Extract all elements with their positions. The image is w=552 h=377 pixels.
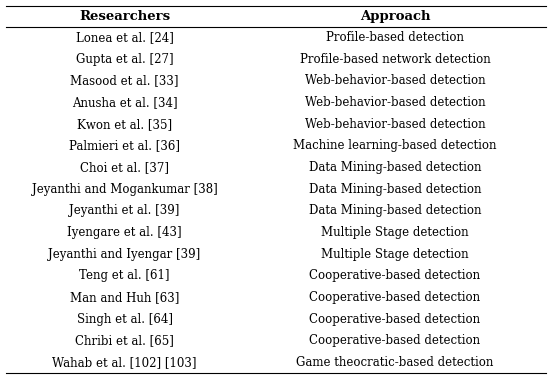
Text: Web-behavior-based detection: Web-behavior-based detection <box>305 74 485 87</box>
Text: Chribi et al. [65]: Chribi et al. [65] <box>75 334 174 347</box>
Text: Researchers: Researchers <box>79 10 170 23</box>
Text: Jeyanthi and Mogankumar [38]: Jeyanthi and Mogankumar [38] <box>31 182 217 196</box>
Text: Machine learning-based detection: Machine learning-based detection <box>293 139 497 152</box>
Text: Cooperative-based detection: Cooperative-based detection <box>310 313 481 326</box>
Text: Palmieri et al. [36]: Palmieri et al. [36] <box>69 139 180 152</box>
Text: Iyengare et al. [43]: Iyengare et al. [43] <box>67 226 182 239</box>
Text: Profile-based network detection: Profile-based network detection <box>300 53 490 66</box>
Text: Masood et al. [33]: Masood et al. [33] <box>70 74 179 87</box>
Text: Multiple Stage detection: Multiple Stage detection <box>321 226 469 239</box>
Text: Web-behavior-based detection: Web-behavior-based detection <box>305 118 485 131</box>
Text: Game theocratic-based detection: Game theocratic-based detection <box>296 356 493 369</box>
Text: Data Mining-based detection: Data Mining-based detection <box>309 161 481 174</box>
Text: Anusha et al. [34]: Anusha et al. [34] <box>72 96 177 109</box>
Text: Man and Huh [63]: Man and Huh [63] <box>70 291 179 304</box>
Text: Profile-based detection: Profile-based detection <box>326 31 464 44</box>
Text: Lonea et al. [24]: Lonea et al. [24] <box>76 31 173 44</box>
Text: Data Mining-based detection: Data Mining-based detection <box>309 182 481 196</box>
Text: Approach: Approach <box>360 10 430 23</box>
Text: Choi et al. [37]: Choi et al. [37] <box>80 161 169 174</box>
Text: Jeyanthi et al. [39]: Jeyanthi et al. [39] <box>70 204 180 217</box>
Text: Cooperative-based detection: Cooperative-based detection <box>310 334 481 347</box>
Text: Gupta et al. [27]: Gupta et al. [27] <box>76 53 173 66</box>
Text: Teng et al. [61]: Teng et al. [61] <box>79 269 170 282</box>
Text: Multiple Stage detection: Multiple Stage detection <box>321 248 469 261</box>
Text: Web-behavior-based detection: Web-behavior-based detection <box>305 96 485 109</box>
Text: Wahab et al. [102] [103]: Wahab et al. [102] [103] <box>52 356 197 369</box>
Text: Singh et al. [64]: Singh et al. [64] <box>77 313 173 326</box>
Text: Cooperative-based detection: Cooperative-based detection <box>310 269 481 282</box>
Text: Cooperative-based detection: Cooperative-based detection <box>310 291 481 304</box>
Text: Jeyanthi and Iyengar [39]: Jeyanthi and Iyengar [39] <box>49 248 201 261</box>
Text: Data Mining-based detection: Data Mining-based detection <box>309 204 481 217</box>
Text: Kwon et al. [35]: Kwon et al. [35] <box>77 118 172 131</box>
